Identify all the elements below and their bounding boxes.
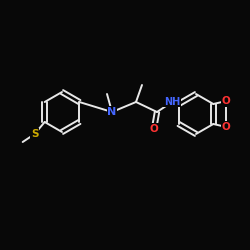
Text: O: O — [222, 122, 231, 132]
Text: O: O — [150, 124, 158, 134]
Text: S: S — [31, 129, 38, 139]
Text: O: O — [222, 96, 231, 106]
Text: N: N — [108, 107, 116, 117]
Text: NH: NH — [164, 97, 180, 107]
